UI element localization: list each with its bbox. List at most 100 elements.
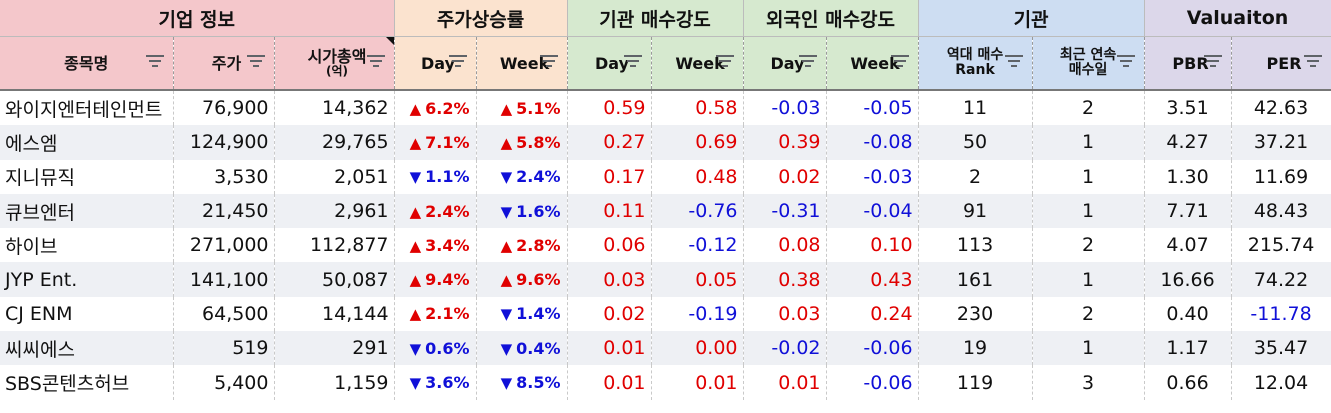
cell-day-change[interactable]: ▼ 0.6% (394, 331, 477, 366)
cell-streak[interactable]: 2 (1032, 90, 1145, 126)
cell-inst-day[interactable]: 0.01 (567, 331, 652, 366)
cell-day-change[interactable]: ▼ 1.1% (394, 159, 477, 194)
cell-price[interactable]: 124,900 (173, 125, 275, 160)
cell-week-change[interactable]: ▲ 2.8% (476, 228, 568, 263)
cell-price[interactable]: 21,450 (173, 193, 275, 229)
cell-foreign-week[interactable]: -0.04 (826, 193, 919, 229)
cell-week-change[interactable]: ▼ 8.5% (476, 365, 568, 400)
cell-inst-week[interactable]: 0.48 (651, 159, 744, 194)
cell-week-change[interactable]: ▲ 5.8% (476, 125, 568, 160)
cell-inst-week[interactable]: 0.58 (651, 90, 744, 126)
col-header-streak[interactable]: 최근 연속 매수일 (1032, 36, 1145, 91)
cell-per[interactable]: 74.22 (1231, 262, 1331, 297)
cell-name[interactable]: SBS콘텐츠허브 (0, 365, 174, 400)
cell-pbr[interactable]: 0.40 (1144, 296, 1232, 332)
cell-rank[interactable]: 119 (918, 365, 1033, 400)
cell-streak[interactable]: 1 (1032, 331, 1145, 366)
filter-icon[interactable] (448, 55, 468, 69)
col-header-week-change[interactable]: Week (476, 36, 568, 91)
cell-foreign-day[interactable]: 0.02 (743, 159, 827, 194)
cell-price[interactable]: 76,900 (173, 90, 275, 126)
cell-mcap[interactable]: 1,159 (274, 365, 395, 400)
cell-day-change[interactable]: ▲ 2.1% (394, 296, 477, 332)
cell-name[interactable]: 에스엠 (0, 125, 174, 160)
col-header-price[interactable]: 주가 (173, 36, 275, 91)
cell-inst-week[interactable]: 0.00 (651, 331, 744, 366)
cell-per[interactable]: 35.47 (1231, 331, 1331, 366)
cell-foreign-day[interactable]: 0.03 (743, 296, 827, 332)
cell-day-change[interactable]: ▲ 6.2% (394, 90, 477, 126)
cell-foreign-week[interactable]: -0.08 (826, 125, 919, 160)
cell-inst-day[interactable]: 0.11 (567, 193, 652, 229)
cell-price[interactable]: 271,000 (173, 228, 275, 263)
cell-foreign-day[interactable]: -0.02 (743, 331, 827, 366)
cell-day-change[interactable]: ▲ 2.4% (394, 193, 477, 229)
cell-foreign-day[interactable]: -0.03 (743, 90, 827, 126)
cell-streak[interactable]: 1 (1032, 262, 1145, 297)
col-header-foreign-week[interactable]: Week (826, 36, 919, 91)
col-header-mcap[interactable]: 시가총액 (억) (274, 36, 395, 91)
cell-per[interactable]: 12.04 (1231, 365, 1331, 400)
cell-name[interactable]: JYP Ent. (0, 262, 174, 297)
cell-rank[interactable]: 19 (918, 331, 1033, 366)
cell-streak[interactable]: 1 (1032, 125, 1145, 160)
cell-inst-week[interactable]: -0.76 (651, 193, 744, 229)
cell-foreign-week[interactable]: -0.06 (826, 365, 919, 400)
cell-pbr[interactable]: 4.27 (1144, 125, 1232, 160)
cell-streak[interactable]: 2 (1032, 228, 1145, 263)
cell-mcap[interactable]: 2,051 (274, 159, 395, 194)
cell-rank[interactable]: 230 (918, 296, 1033, 332)
cell-price[interactable]: 64,500 (173, 296, 275, 332)
cell-price[interactable]: 519 (173, 331, 275, 366)
cell-streak[interactable]: 1 (1032, 193, 1145, 229)
filter-icon[interactable] (539, 55, 559, 69)
cell-foreign-day[interactable]: -0.31 (743, 193, 827, 229)
filter-icon[interactable] (623, 55, 643, 69)
cell-mcap[interactable]: 29,765 (274, 125, 395, 160)
col-header-per[interactable]: PER (1231, 36, 1331, 91)
cell-week-change[interactable]: ▼ 1.6% (476, 193, 568, 229)
cell-price[interactable]: 141,100 (173, 262, 275, 297)
cell-inst-day[interactable]: 0.27 (567, 125, 652, 160)
col-header-inst-day[interactable]: Day (567, 36, 652, 91)
cell-foreign-week[interactable]: 0.10 (826, 228, 919, 263)
cell-day-change[interactable]: ▲ 9.4% (394, 262, 477, 297)
filter-icon[interactable] (1116, 55, 1136, 69)
cell-pbr[interactable]: 0.66 (1144, 365, 1232, 400)
cell-per[interactable]: 48.43 (1231, 193, 1331, 229)
cell-mcap[interactable]: 14,144 (274, 296, 395, 332)
col-header-inst-week[interactable]: Week (651, 36, 744, 91)
cell-pbr[interactable]: 4.07 (1144, 228, 1232, 263)
cell-pbr[interactable]: 16.66 (1144, 262, 1232, 297)
cell-per[interactable]: 215.74 (1231, 228, 1331, 263)
cell-price[interactable]: 3,530 (173, 159, 275, 194)
cell-rank[interactable]: 2 (918, 159, 1033, 194)
cell-pbr[interactable]: 1.17 (1144, 331, 1232, 366)
cell-rank[interactable]: 161 (918, 262, 1033, 297)
cell-inst-week[interactable]: 0.01 (651, 365, 744, 400)
cell-pbr[interactable]: 1.30 (1144, 159, 1232, 194)
cell-price[interactable]: 5,400 (173, 365, 275, 400)
filter-icon[interactable] (798, 55, 818, 69)
col-header-pbr[interactable]: PBR (1144, 36, 1232, 91)
cell-foreign-day[interactable]: 0.08 (743, 228, 827, 263)
cell-foreign-day[interactable]: 0.39 (743, 125, 827, 160)
cell-inst-week[interactable]: -0.19 (651, 296, 744, 332)
cell-inst-day[interactable]: 0.06 (567, 228, 652, 263)
cell-name[interactable]: 씨씨에스 (0, 331, 174, 366)
cell-streak[interactable]: 3 (1032, 365, 1145, 400)
cell-mcap[interactable]: 112,877 (274, 228, 395, 263)
cell-name[interactable]: 하이브 (0, 228, 174, 263)
cell-inst-day[interactable]: 0.59 (567, 90, 652, 126)
cell-foreign-day[interactable]: 0.38 (743, 262, 827, 297)
cell-inst-day[interactable]: 0.01 (567, 365, 652, 400)
col-header-day-change[interactable]: Day (394, 36, 477, 91)
cell-foreign-week[interactable]: -0.05 (826, 90, 919, 126)
cell-per[interactable]: 37.21 (1231, 125, 1331, 160)
cell-day-change[interactable]: ▲ 7.1% (394, 125, 477, 160)
cell-mcap[interactable]: 14,362 (274, 90, 395, 126)
cell-foreign-week[interactable]: 0.24 (826, 296, 919, 332)
cell-mcap[interactable]: 2,961 (274, 193, 395, 229)
cell-foreign-day[interactable]: 0.01 (743, 365, 827, 400)
cell-inst-day[interactable]: 0.17 (567, 159, 652, 194)
